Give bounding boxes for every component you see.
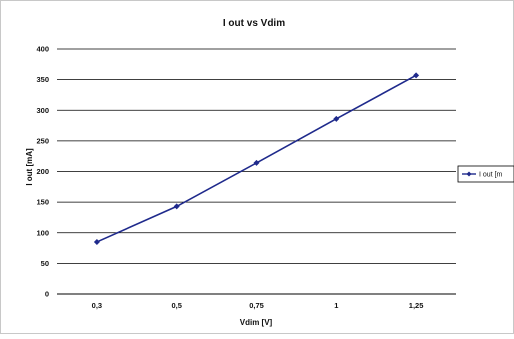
y-tick-label: 50 (41, 259, 49, 268)
series-group (93, 72, 420, 245)
x-axis-label: Vdim [V] (240, 318, 273, 327)
legend-swatch-marker (466, 171, 472, 177)
x-tick-label: 1,25 (409, 301, 424, 310)
legend-box (457, 165, 514, 183)
data-point-marker (333, 115, 340, 122)
x-tick-label: 0,3 (92, 301, 102, 310)
y-tick-label: 300 (36, 106, 49, 115)
x-tick-label: 0,5 (171, 301, 181, 310)
x-tick-labels: 0,3 0,5 0,75 1 1,25 (92, 301, 424, 310)
x-tick-label: 0,75 (249, 301, 264, 310)
y-tick-label: 400 (36, 45, 49, 54)
y-axis-label: I out [mA] (25, 148, 34, 186)
x-tick-label: 1 (334, 301, 338, 310)
legend-label: I out [m (479, 172, 503, 179)
y-tick-label: 0 (45, 290, 49, 299)
y-tick-label: 250 (36, 136, 49, 145)
data-point-marker (173, 203, 180, 210)
gridlines (57, 48, 456, 264)
y-tick-labels: 0 50 100 150 200 250 300 350 400 (36, 45, 49, 299)
data-point-marker (253, 159, 260, 166)
legend: I out [m (457, 165, 514, 183)
data-point-marker (93, 238, 100, 245)
y-tick-label: 150 (36, 198, 49, 207)
chart-title: I out vs Vdim (223, 18, 285, 29)
y-tick-label: 200 (36, 167, 49, 176)
y-tick-label: 100 (36, 228, 49, 237)
y-tick-label: 350 (36, 75, 49, 84)
data-point-marker (413, 72, 420, 79)
